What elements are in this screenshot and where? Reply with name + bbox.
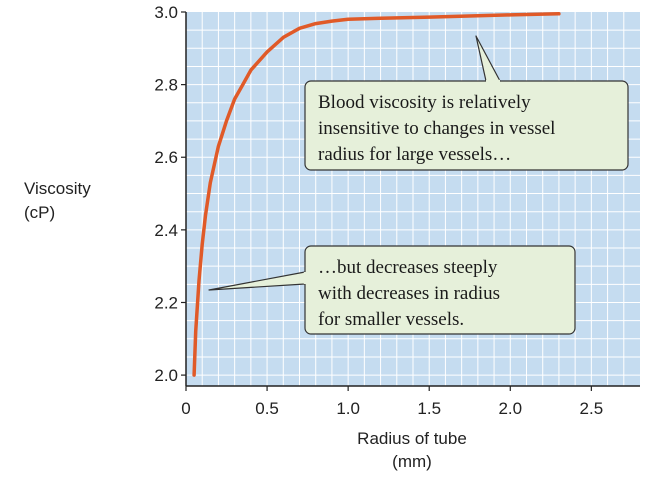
x-axis-title: (mm): [392, 452, 432, 471]
callout-text-line: insensitive to changes in vessel: [318, 118, 555, 139]
callouts: Blood viscosity is relatively insensitive…: [208, 35, 629, 335]
x-tick-label: 2.5: [580, 399, 604, 418]
callout-text-line: …but decreases steeply: [318, 257, 498, 278]
x-axis-title: Radius of tube: [357, 429, 467, 448]
callout-text-line: with decreases in radius: [318, 283, 500, 304]
y-tick-label: 2.0: [154, 366, 178, 385]
callout-box: [304, 245, 576, 335]
callout-text-line: radius for large vessels…: [318, 144, 511, 165]
callout-box: [304, 80, 629, 171]
y-axis-title: (cP): [24, 203, 55, 222]
axis-labels: Viscosity (cP) Radius of tube (mm): [24, 179, 467, 471]
series-layer: [192, 12, 561, 377]
callout-text-line: for smaller vessels.: [318, 309, 464, 330]
callout-text-line: Blood viscosity is relatively: [318, 92, 531, 113]
x-tick-label: 0: [181, 399, 190, 418]
y-axis-title: Viscosity: [24, 179, 91, 198]
x-tick-label: 1.0: [336, 399, 360, 418]
callout-2: …but decreases steeply with decreases in …: [208, 245, 576, 335]
y-tick-label: 2.8: [154, 76, 178, 95]
x-tick-label: 2.0: [498, 399, 522, 418]
y-tick-label: 2.6: [154, 148, 178, 167]
y-tick-label: 2.4: [154, 221, 178, 240]
x-tick-label: 0.5: [255, 399, 279, 418]
y-tick-label: 3.0: [154, 3, 178, 22]
y-tick-label: 2.2: [154, 293, 178, 312]
series-line: [192, 12, 561, 377]
axes: 0 0.5 1.0 1.5 2.0 2.5 2.0 2.2 2.4 2.6 2.8 3.0: [154, 3, 640, 418]
x-tick-label: 1.5: [417, 399, 441, 418]
callout-1: Blood viscosity is relatively insensitive…: [304, 35, 629, 171]
